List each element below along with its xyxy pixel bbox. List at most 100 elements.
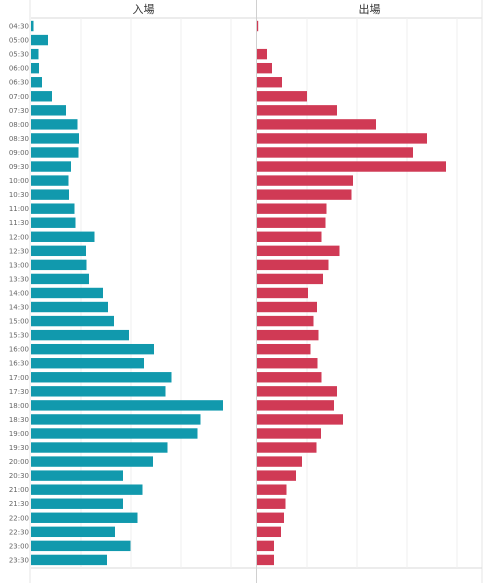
tick-label-2: 05:30 [9,51,29,59]
bar-2-3 [257,62,272,74]
bar-1-8 [31,133,79,144]
bar-2-25 [257,372,322,383]
bar-1-11 [31,175,69,186]
bar-2-20 [257,301,317,313]
tick-label-32: 20:30 [9,472,29,480]
bar-2-5 [257,91,307,102]
bar-1-33 [31,484,143,495]
tick-label-11: 10:00 [9,177,29,185]
bar-1-5 [31,91,52,102]
bar-1-20 [31,301,108,313]
tick-label-30: 19:30 [9,444,29,452]
bar-1-4 [31,77,42,88]
bar-2-2 [257,48,267,60]
tick-label-34: 21:30 [9,500,29,508]
bar-1-18 [31,273,89,285]
bar-1-9 [31,147,79,158]
bar-2-22 [257,329,319,341]
bar-2-11 [257,175,353,186]
bar-1-30 [31,442,168,453]
bar-2-23 [257,343,311,355]
tick-label-0: 04:30 [9,23,29,31]
tick-label-6: 07:30 [9,107,29,115]
bar-2-26 [257,386,337,397]
bar-2-34 [257,498,286,509]
bar-1-29 [31,428,198,439]
bar-2-18 [257,273,323,285]
bar-1-36 [31,526,115,538]
bar-2-14 [257,217,326,228]
bar-1-24 [31,358,144,369]
bar-2-0 [257,20,259,32]
bar-1-21 [31,315,114,327]
bar-1-12 [31,189,69,200]
bar-2-6 [257,105,337,116]
bar-1-7 [31,119,78,130]
tick-label-7: 08:00 [9,121,29,129]
bar-2-15 [257,231,322,242]
bar-2-12 [257,189,352,200]
tick-label-4: 06:30 [9,79,29,87]
tick-label-31: 20:00 [9,458,29,466]
bar-2-32 [257,470,296,481]
bar-2-37 [257,540,274,552]
tick-label-19: 14:00 [9,289,29,297]
bar-1-22 [31,329,129,341]
tick-label-29: 19:00 [9,430,29,438]
bar-2-31 [257,456,302,467]
bar-2-27 [257,400,334,411]
bar-1-0 [31,20,34,32]
tick-label-8: 08:30 [9,135,29,143]
chart-labels: 入場 出場 04:30 05:00 05:30 06:00 06:30 07:00 07:30 0… [9,2,381,564]
tick-label-16: 12:30 [9,247,29,255]
bar-2-33 [257,484,287,495]
tick-label-38: 23:30 [9,556,29,564]
bar-1-6 [31,105,66,116]
bar-1-10 [31,161,71,172]
bar-1-26 [31,386,166,397]
tick-label-36: 22:30 [9,528,29,536]
tick-label-22: 15:30 [9,332,29,340]
tick-label-12: 10:30 [9,191,29,199]
bar-2-35 [257,512,284,523]
panel-title-2: 出場 [359,2,381,16]
bar-2-29 [257,428,321,439]
tick-label-14: 11:30 [9,219,29,227]
tick-label-9: 09:00 [9,149,29,157]
bar-2-21 [257,315,314,327]
bar-2-38 [257,554,274,566]
bar-2-30 [257,442,317,453]
tick-label-10: 09:30 [9,163,29,171]
bar-2-8 [257,133,427,144]
tick-label-28: 18:30 [9,416,29,424]
bar-1-34 [31,498,123,509]
chart-bars [31,20,446,566]
bar-1-28 [31,414,201,425]
bar-1-35 [31,512,138,523]
bar-1-14 [31,217,76,228]
bar-2-36 [257,526,281,538]
tick-label-3: 06:00 [9,65,29,73]
bar-1-23 [31,343,154,355]
bar-1-15 [31,231,95,242]
panel-title-1: 入場 [133,3,155,16]
bar-2-10 [257,161,446,172]
tick-label-26: 17:30 [9,388,29,396]
tick-label-5: 07:00 [9,93,29,101]
tick-label-17: 13:00 [9,261,29,269]
bar-1-3 [31,62,39,74]
bar-2-13 [257,203,327,214]
tick-label-15: 12:00 [9,233,29,241]
bar-1-31 [31,456,153,467]
bar-1-27 [31,400,223,411]
bar-1-16 [31,245,86,257]
tick-label-20: 14:30 [9,304,29,312]
tick-label-18: 13:30 [9,275,29,283]
tick-label-35: 22:00 [9,514,29,522]
bar-1-38 [31,554,107,566]
chart-background [29,0,483,583]
tick-label-25: 17:00 [9,374,29,382]
bar-2-4 [257,77,282,88]
bar-2-24 [257,358,318,369]
tick-label-33: 21:00 [9,486,29,494]
